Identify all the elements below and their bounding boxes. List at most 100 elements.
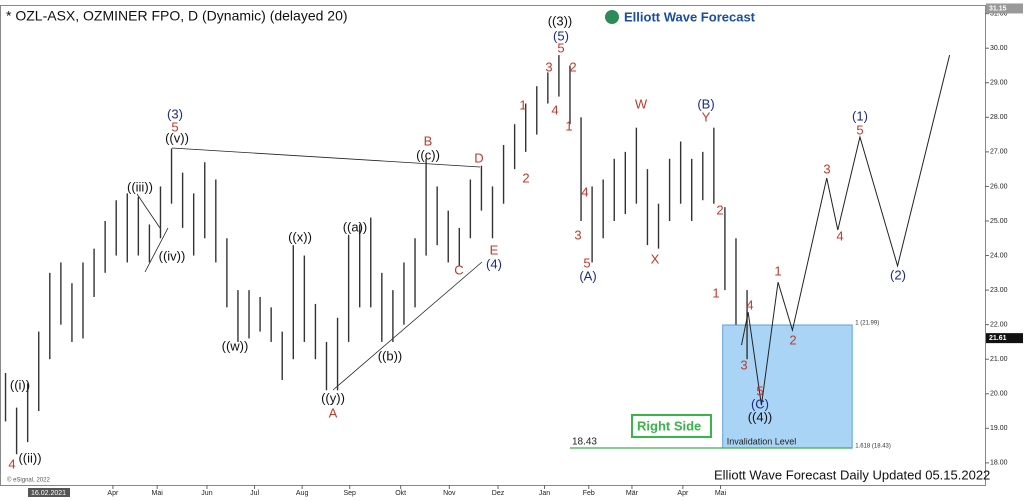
y-tick-label: 20.00 (990, 391, 1008, 398)
zone-bottom-label: 1.618 (18.43) (855, 444, 891, 450)
y-tick-label: 28.00 (990, 114, 1008, 121)
wave-label: 3 (574, 227, 581, 242)
wave-label: C (454, 262, 463, 277)
wave-label: (B) (697, 96, 714, 111)
x-tick-label: Mai (152, 490, 164, 497)
y-tick-label: 21.00 (990, 356, 1008, 363)
wave-label: 2 (522, 170, 529, 185)
y-tick-label: 26.00 (990, 183, 1008, 190)
x-tick-label: Nov (443, 490, 456, 497)
wave-label: ((x)) (288, 229, 312, 244)
wave-label: ((3)) (548, 13, 573, 28)
y-tick-label: 27.00 (990, 149, 1008, 156)
wave-label: X (651, 251, 660, 266)
footer: Elliott Wave Forecast Daily Updated 05.1… (714, 467, 990, 482)
trendlines (136, 147, 483, 391)
logo-icon (605, 10, 619, 24)
wave-label: E (490, 242, 499, 257)
wave-label: 4 (8, 456, 15, 471)
wave-label: ((iii)) (127, 179, 153, 194)
x-tick-label: Apr (107, 490, 119, 497)
wave-label: ((ii)) (18, 450, 41, 465)
wave-label: 5 (171, 119, 178, 134)
wave-label: (5) (553, 28, 569, 43)
wave-label: 1 (519, 97, 526, 112)
y-tick-label: 29.00 (990, 80, 1008, 87)
x-tick-label: Okt (395, 490, 406, 497)
wave-label: ((a)) (343, 219, 368, 234)
top-price: 31.15 (989, 5, 1007, 12)
wave-label: Y (702, 109, 711, 124)
x-tick-label: Apr (677, 490, 689, 497)
wave-label: ((v)) (165, 130, 189, 145)
wave-label: 4 (746, 297, 753, 312)
start-date: 16.02.2021 (31, 490, 66, 497)
x-tick-label: Jul (250, 490, 259, 497)
x-tick-label: Aug (296, 490, 309, 497)
target-zone (722, 324, 853, 449)
wave-label: 3 (823, 161, 830, 176)
y-tick-label: 23.00 (990, 287, 1008, 294)
wave-label: 4 (551, 102, 558, 117)
wave-label: ((iv)) (159, 248, 186, 263)
wave-label: 5 (583, 255, 590, 270)
x-tick-label: Jan (539, 490, 550, 497)
last-price-bg (986, 333, 1023, 344)
copyright: © eSignal, 2022 (7, 477, 50, 484)
wave-label: 4 (836, 228, 843, 243)
wave-label: 5 (557, 40, 564, 55)
y-tick-label: 19.00 (990, 425, 1008, 432)
wave-label: (A) (579, 268, 596, 283)
wave-label: ((w)) (222, 338, 249, 353)
projection-path (741, 54, 951, 406)
wave-label: D (474, 150, 483, 165)
wave-label: 2 (789, 332, 796, 347)
wave-label: ((i)) (10, 377, 30, 392)
wave-label: 3 (545, 59, 552, 74)
wave-label: 1 (565, 118, 572, 133)
wave-label: 3 (740, 357, 747, 372)
date-box (28, 488, 70, 497)
wave-label: 2 (716, 202, 723, 217)
logo: Elliott Wave Forecast (624, 9, 756, 24)
wave-label: 1 (774, 263, 781, 278)
top-price-bg (986, 3, 1023, 14)
last-price: 21.61 (989, 335, 1007, 342)
invalidation-text: Invalidation Level (727, 436, 797, 446)
wave-label: 4 (581, 184, 588, 199)
wave-label: (C) (751, 396, 769, 411)
y-tick-label: 24.00 (990, 252, 1008, 259)
y-tick-label: 31.00 (990, 10, 1008, 17)
x-tick-label: Feb (583, 490, 595, 497)
x-tick-label: Dez (492, 490, 505, 497)
zone-top-label: 1 (21.99) (855, 321, 879, 327)
y-tick-label: 22.00 (990, 321, 1008, 328)
wave-label: ((c)) (416, 147, 440, 162)
right-side-box (631, 414, 712, 438)
invalidation-value: 18.43 (572, 437, 597, 448)
wave-label: 2 (569, 59, 576, 74)
right-side: Right Side (637, 418, 701, 433)
wave-label: A (329, 405, 338, 420)
wave-label: (4) (486, 256, 502, 271)
y-tick-label: 18.00 (990, 460, 1008, 467)
chart-title: * OZL-ASX, OZMINER FPO, D (Dynamic) (del… (6, 8, 348, 24)
wave-label: B (424, 133, 433, 148)
wave-label: (3) (167, 106, 183, 121)
x-tick-label: Jun (201, 490, 212, 497)
wave-label: ((y)) (321, 390, 345, 405)
wave-label: ((b)) (378, 348, 403, 363)
wave-label: ((4)) (748, 409, 773, 424)
y-tick-label: 25.00 (990, 218, 1008, 225)
wave-label: W (635, 96, 648, 111)
wave-label: 5 (756, 383, 763, 398)
wave-label: (1) (852, 108, 868, 123)
x-tick-label: Sep (343, 490, 356, 497)
y-tick-label: 30.00 (990, 45, 1008, 52)
x-tick-label: Mai (715, 490, 727, 497)
wave-label: 5 (856, 122, 863, 137)
x-tick-label: Mär (626, 490, 639, 497)
wave-label: (2) (890, 267, 906, 282)
wave-label: 1 (712, 285, 719, 300)
